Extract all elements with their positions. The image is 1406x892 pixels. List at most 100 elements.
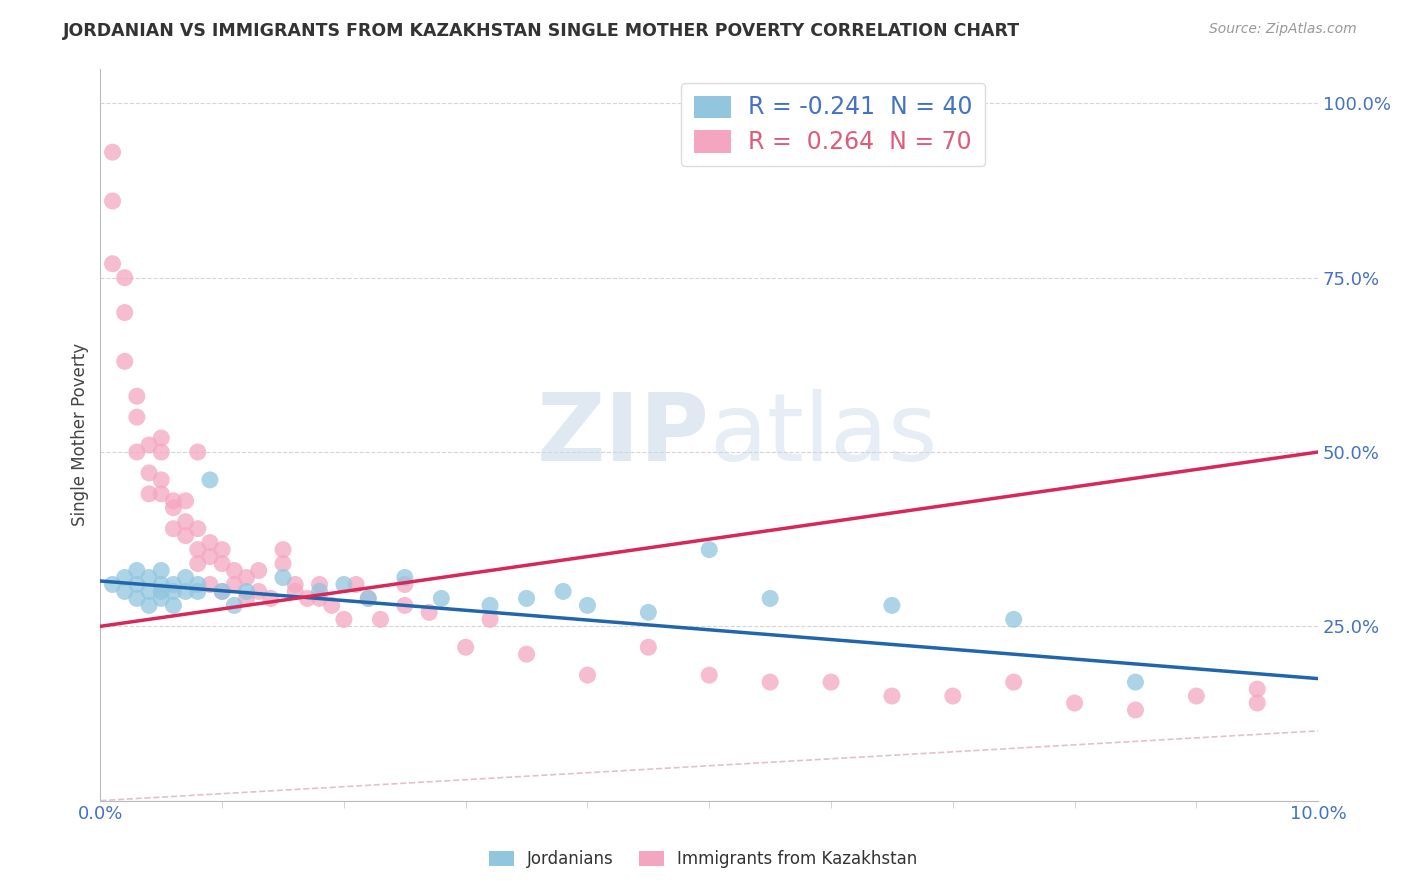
Point (271, 557, 294, 571)
Point (394, 570, 416, 584)
Point (247, 564, 270, 578)
Point (114, 305, 136, 319)
Point (174, 529, 197, 543)
Point (198, 549, 221, 564)
Point (125, 564, 148, 578)
Point (125, 445, 148, 459)
Point (697, 668, 720, 682)
Point (211, 584, 233, 599)
Point (211, 584, 233, 599)
Point (370, 612, 392, 626)
Point (174, 570, 197, 584)
Point (394, 599, 416, 613)
Point (308, 577, 330, 591)
Text: JORDANIAN VS IMMIGRANTS FROM KAZAKHSTAN SINGLE MOTHER POVERTY CORRELATION CHART: JORDANIAN VS IMMIGRANTS FROM KAZAKHSTAN … (63, 22, 1021, 40)
Point (162, 493, 184, 508)
Point (1002, 675, 1025, 690)
Point (162, 599, 184, 613)
Point (308, 591, 330, 606)
Point (759, 591, 782, 606)
Point (162, 577, 184, 591)
Point (187, 584, 209, 599)
Point (174, 515, 197, 529)
Point (357, 591, 380, 606)
Point (333, 612, 356, 626)
Legend: R = -0.241  N = 40, R =  0.264  N = 70: R = -0.241 N = 40, R = 0.264 N = 70 (682, 83, 986, 166)
Point (1246, 696, 1268, 710)
Point (880, 599, 903, 613)
Point (697, 542, 720, 557)
Point (247, 584, 270, 599)
Point (187, 557, 209, 571)
Point (1125, 675, 1147, 690)
Point (880, 689, 903, 703)
Point (150, 584, 173, 599)
Point (271, 570, 294, 584)
Point (1063, 696, 1085, 710)
Point (576, 668, 599, 682)
Point (394, 577, 416, 591)
Point (224, 564, 246, 578)
Point (271, 542, 294, 557)
Point (576, 599, 599, 613)
Point (1002, 612, 1025, 626)
Point (150, 564, 173, 578)
Point (138, 487, 160, 501)
Point (187, 522, 209, 536)
Point (162, 584, 184, 599)
Point (101, 257, 124, 271)
Point (516, 591, 538, 606)
Point (1246, 681, 1268, 696)
Point (454, 640, 477, 655)
Point (138, 599, 160, 613)
Point (284, 584, 307, 599)
Point (125, 577, 148, 591)
Point (125, 410, 148, 425)
Point (321, 599, 343, 613)
Point (150, 445, 173, 459)
Point (138, 570, 160, 584)
Point (114, 354, 136, 368)
Point (174, 584, 197, 599)
Point (637, 606, 659, 620)
Point (759, 675, 782, 690)
Point (150, 591, 173, 606)
Point (344, 577, 367, 591)
Point (637, 640, 659, 655)
Point (430, 591, 453, 606)
Point (125, 389, 148, 403)
Point (224, 577, 246, 591)
Point (357, 591, 380, 606)
Point (187, 542, 209, 557)
Point (198, 535, 221, 549)
Legend: Jordanians, Immigrants from Kazakhstan: Jordanians, Immigrants from Kazakhstan (482, 844, 924, 875)
Point (1185, 689, 1208, 703)
Point (516, 647, 538, 661)
Point (235, 584, 257, 599)
Point (138, 584, 160, 599)
Point (942, 689, 965, 703)
Point (235, 570, 257, 584)
Point (211, 542, 233, 557)
Point (162, 500, 184, 515)
Point (101, 145, 124, 160)
Point (235, 591, 257, 606)
Point (198, 473, 221, 487)
Point (138, 438, 160, 452)
Point (187, 577, 209, 591)
Point (150, 473, 173, 487)
Point (260, 591, 283, 606)
Point (224, 599, 246, 613)
Point (114, 584, 136, 599)
Point (114, 270, 136, 285)
Point (284, 577, 307, 591)
Text: Source: ZipAtlas.com: Source: ZipAtlas.com (1209, 22, 1357, 37)
Point (333, 577, 356, 591)
Text: atlas: atlas (709, 389, 938, 481)
Point (820, 675, 842, 690)
Point (1125, 703, 1147, 717)
Point (211, 557, 233, 571)
Point (101, 577, 124, 591)
Point (125, 591, 148, 606)
Point (418, 606, 440, 620)
